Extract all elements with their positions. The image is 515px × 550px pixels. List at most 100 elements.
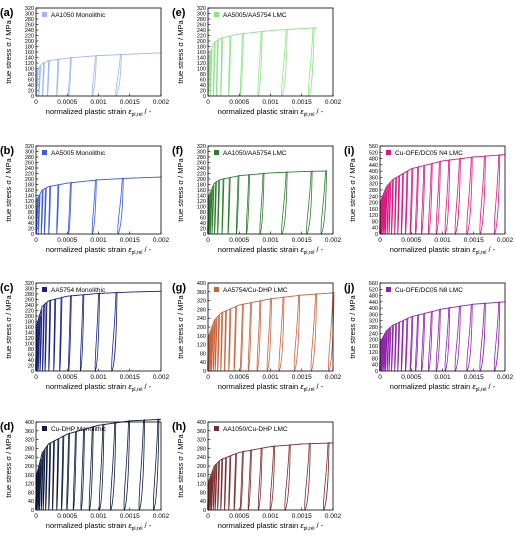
unload-reload-loop xyxy=(68,56,72,97)
unload-reload-loop xyxy=(217,179,221,235)
unload-reload-loop xyxy=(409,167,414,235)
y-tick-label: 100 xyxy=(25,342,34,348)
y-tick-label: 320 xyxy=(25,6,34,12)
x-axis-label: normalized plastic strain εpl,rel / - xyxy=(46,107,152,118)
unload-reload-loop xyxy=(217,314,221,372)
y-tick-label: 80 xyxy=(200,72,206,78)
panel-b: (b)true stress σ / MPa 020406080100120140… xyxy=(0,144,170,256)
unload-reload-loop xyxy=(454,305,461,373)
unload-reload-loop xyxy=(278,296,285,373)
y-tick-label: 40 xyxy=(200,221,206,227)
x-axis-label: normalized plastic strain εpl,rel / - xyxy=(218,107,324,118)
x-axis-label: normalized plastic strain εpl,rel / - xyxy=(46,382,152,393)
x-tick-label: 0.0015 xyxy=(292,374,312,381)
unload-reload-loop xyxy=(227,176,231,235)
unload-reload-loop xyxy=(409,315,414,372)
legend-label: AA1050/AA5754 LMC xyxy=(223,150,287,157)
y-tick-label: 320 xyxy=(197,299,206,305)
unload-reload-loop xyxy=(88,426,94,512)
y-tick-label: 240 xyxy=(25,166,34,172)
unload-reload-loop xyxy=(217,460,221,511)
y-tick-label: 120 xyxy=(25,336,34,342)
y-tick-label: 280 xyxy=(25,446,34,452)
y-tick-label: 260 xyxy=(25,298,34,304)
y-tick-label: 440 xyxy=(369,163,378,169)
x-tick-label: 0.001 xyxy=(262,237,279,244)
unload-reload-loop xyxy=(94,292,100,373)
unload-reload-loop xyxy=(52,440,55,511)
y-tick-label: 280 xyxy=(369,188,378,194)
x-axis-label: normalized plastic strain εpl,rel / - xyxy=(218,521,324,532)
curve-series xyxy=(379,301,506,373)
y-tick-label: 0 xyxy=(31,508,34,514)
y-tick-label: 80 xyxy=(200,490,206,496)
y-tick-label: 80 xyxy=(28,347,34,353)
unload-reload-loop xyxy=(400,172,404,235)
y-tick-label: 320 xyxy=(369,319,378,325)
y-tick-label: 300 xyxy=(25,287,34,293)
y-tick-label: 100 xyxy=(25,205,34,211)
x-tick-label: 0.0015 xyxy=(292,513,312,520)
unload-reload-loop xyxy=(415,166,419,235)
curve-series xyxy=(207,170,327,236)
x-axis-label: normalized plastic strain εpl,rel / - xyxy=(46,521,152,532)
unload-reload-loop xyxy=(61,435,65,511)
y-tick-label: 320 xyxy=(25,281,34,287)
y-tick-label: 320 xyxy=(197,144,206,150)
y-tick-label: 220 xyxy=(25,172,34,178)
x-tick-label: 0.0015 xyxy=(464,374,484,381)
y-axis-label: true stress σ / MPa xyxy=(4,157,13,221)
y-tick-label: 140 xyxy=(25,194,34,200)
unload-reload-loop xyxy=(493,154,501,236)
x-tick-label: 0 xyxy=(34,513,38,520)
y-tick-label: 300 xyxy=(25,150,34,156)
y-tick-label: 200 xyxy=(197,325,206,331)
y-tick-label: 240 xyxy=(197,455,206,461)
y-axis-label: true stress σ / MPa xyxy=(4,19,13,83)
y-tick-label: 100 xyxy=(25,67,34,73)
unload-reload-loop xyxy=(247,449,252,511)
unload-reload-loop xyxy=(235,174,240,235)
y-tick-label: 240 xyxy=(369,331,378,337)
stress-envelope-curve xyxy=(207,170,327,234)
y-tick-label: 0 xyxy=(31,94,34,100)
x-tick-label: 0.002 xyxy=(325,99,342,106)
legend-label: AA5754/Cu-DHP LMC xyxy=(223,287,288,294)
y-tick-label: 360 xyxy=(369,175,378,181)
y-tick-label: 40 xyxy=(200,499,206,505)
unload-reload-loop xyxy=(454,157,461,236)
x-axis-label: normalized plastic strain εpl,rel / - xyxy=(218,382,324,393)
curve-series xyxy=(379,154,506,236)
unload-reload-loop xyxy=(306,170,313,236)
y-tick-label: 60 xyxy=(28,78,34,84)
x-tick-label: 0 xyxy=(34,99,38,106)
y-tick-label: 240 xyxy=(25,303,34,309)
unload-reload-loop xyxy=(220,36,224,97)
legend-swatch xyxy=(214,150,219,155)
unload-reload-loop xyxy=(281,28,288,98)
y-tick-label: 360 xyxy=(369,312,378,318)
y-tick-label: 0 xyxy=(31,232,34,238)
y-tick-label: 180 xyxy=(25,45,34,51)
y-axis-label: true stress σ / MPa xyxy=(348,294,357,358)
y-tick-label: 0 xyxy=(203,508,206,514)
unload-reload-loop xyxy=(110,422,117,512)
x-tick-label: 0.001 xyxy=(262,513,279,520)
legend-label: AA5005 Monolithic xyxy=(51,150,106,157)
unload-reload-loop xyxy=(48,185,52,235)
stress-envelope-curve xyxy=(35,52,162,96)
panel-letter: (i) xyxy=(344,145,355,157)
x-tick-label: 0.001 xyxy=(90,99,107,106)
y-axis-label: true stress σ / MPa xyxy=(348,157,357,221)
x-tick-label: 0.002 xyxy=(153,237,170,244)
x-tick-label: 0.001 xyxy=(434,374,451,381)
y-tick-label: 120 xyxy=(197,199,206,205)
unload-reload-loop xyxy=(466,156,473,236)
y-tick-label: 320 xyxy=(197,6,206,12)
panel-d: (d)true stress σ / MPa 0 40 80 120 160 200 240 2… xyxy=(0,418,170,532)
y-tick-label: 160 xyxy=(369,207,378,213)
y-tick-label: 160 xyxy=(197,334,206,340)
y-tick-label: 300 xyxy=(197,12,206,18)
x-tick-label: 0 xyxy=(378,237,382,244)
y-tick-label: 120 xyxy=(197,482,206,488)
